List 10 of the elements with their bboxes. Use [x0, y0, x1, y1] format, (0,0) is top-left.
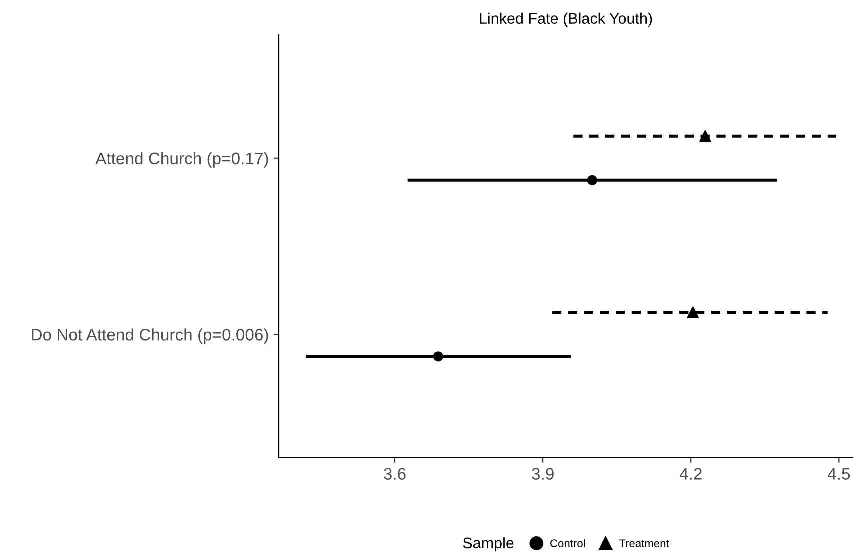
x-tick-label: 3.9 — [532, 468, 554, 480]
y-tick-label: Attend Church (p=0.17) — [96, 152, 268, 168]
legend-label: Control — [550, 539, 586, 548]
chart-title: Linked Fate (Black Youth) — [480, 12, 652, 28]
legend-label: Treatment — [619, 540, 670, 548]
y-tick-label: Do Not Attend Church (p=0.006) — [32, 328, 268, 344]
x-tick-label: 4.5 — [828, 468, 850, 480]
x-tick-label: 4.2 — [680, 468, 702, 480]
x-tick-label: 3.6 — [384, 468, 406, 480]
legend-title: Sample — [463, 537, 514, 552]
